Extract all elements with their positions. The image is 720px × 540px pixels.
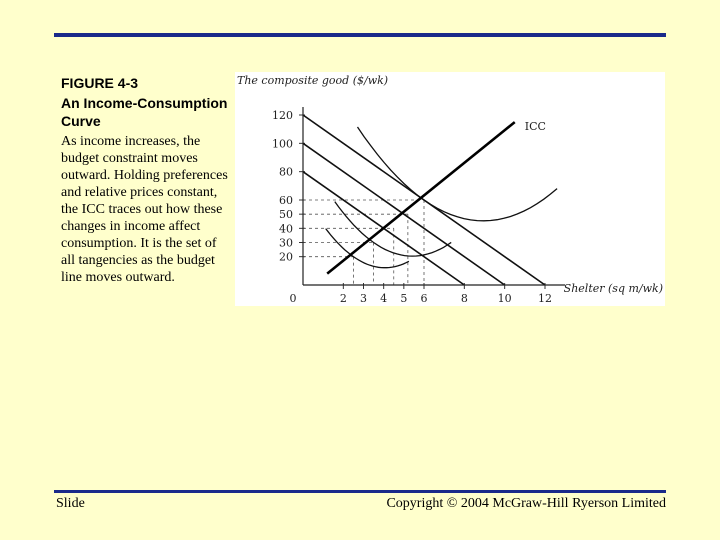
icc-chart: The composite good ($/wk) Shelter (sq m/w… [237,74,663,305]
y-tick-label: 60 [279,194,293,207]
y-tick-label: 100 [272,137,293,150]
slide-label: Slide [56,496,85,511]
x-tick-label: 12 [538,292,552,305]
y-tick-label: 30 [279,237,293,250]
budget-line [302,142,506,286]
indifference-curve [356,126,558,222]
x-tick-label: 10 [498,292,512,305]
bottom-rule [54,490,666,493]
x-tick-label: 5 [400,292,407,305]
origin-label: 0 [290,292,297,305]
figure-description: As income increases, the budget constrai… [61,134,228,285]
icc-line [326,121,516,275]
y-tick-label: 20 [279,251,293,264]
x-tick-label: 2 [340,292,347,305]
indifference-curve [334,201,452,257]
x-axis-label: Shelter (sq m/wk) [564,282,663,295]
y-tick-label: 80 [279,166,293,179]
figure-caption: FIGURE 4-3 An Income-Consumption Curve A… [61,74,233,286]
y-axis-label: The composite good ($/wk) [237,74,388,87]
x-tick-label: 6 [421,292,428,305]
x-tick-label: 3 [360,292,367,305]
top-rule [54,33,666,37]
figure-title: An Income-Consumption Curve [61,95,228,129]
y-tick-label: 50 [279,208,293,221]
x-tick-label: 4 [380,292,387,305]
indifference-curve [325,228,410,269]
x-tick-label: 8 [461,292,468,305]
y-tick-label: 40 [279,222,293,235]
y-tick-label: 120 [272,109,293,122]
icc-label: ICC [525,120,546,133]
figure-label: FIGURE 4-3 [61,75,139,91]
copyright-text: Copyright © 2004 McGraw-Hill Ryerson Lim… [386,496,666,511]
icc-figure: The composite good ($/wk) Shelter (sq m/w… [235,72,665,306]
